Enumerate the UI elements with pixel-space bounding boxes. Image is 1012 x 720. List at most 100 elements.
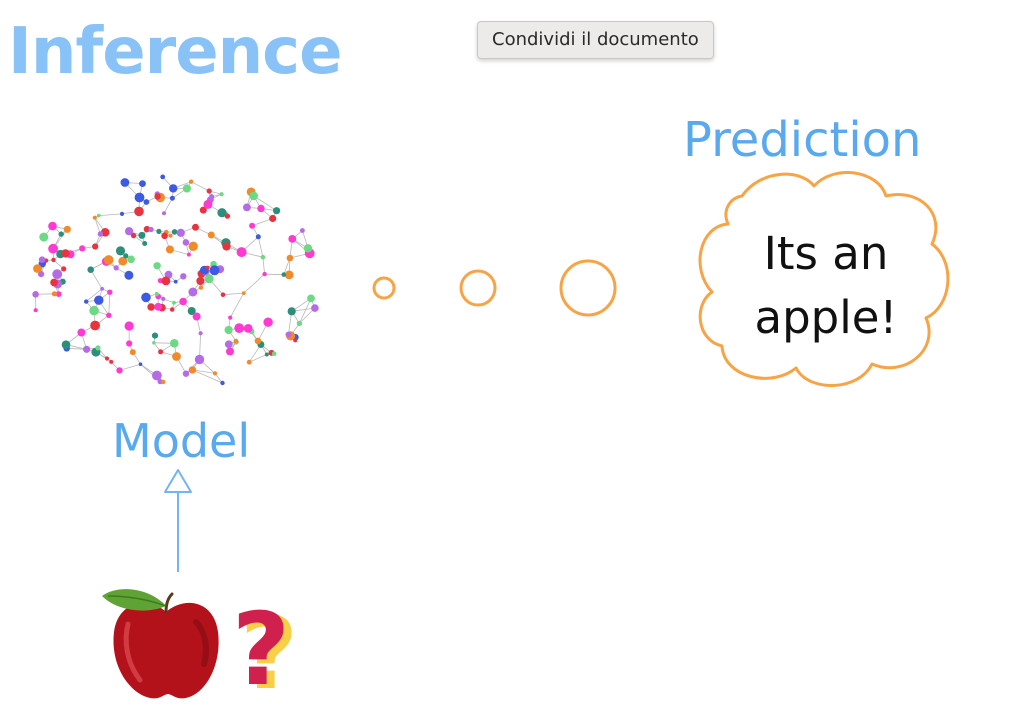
network-edge [163,198,173,214]
network-node [51,257,56,263]
network-node [241,291,246,295]
question-mark-icon: ? ? [232,591,298,712]
input-arrow-head [164,469,192,493]
network-edge [262,257,265,275]
network-node [129,349,136,356]
network-node [188,241,198,251]
question-mark: ? [232,591,290,708]
network-edge [108,292,111,316]
network-node [106,312,112,318]
network-node [172,352,181,361]
network-edge [98,213,123,216]
network-node [203,199,213,209]
model-label: Model [112,414,251,468]
network-node [162,211,166,216]
network-node [94,295,104,305]
network-node [50,278,58,287]
network-node [205,265,210,270]
network-node [303,244,313,253]
network-node [212,371,218,376]
network-node [285,331,292,338]
thought-dot-medium [459,269,497,307]
network-node [188,179,194,184]
network-node [204,274,214,284]
network-node [220,380,225,386]
network-node [125,227,134,236]
network-edge [299,298,312,324]
network-node [161,276,171,286]
network-node [116,367,123,374]
network-node [180,273,187,280]
network-node [158,349,164,355]
network-node [143,225,151,233]
network-node [169,184,178,193]
network-edge [229,292,245,318]
network-node [139,180,146,188]
network-node [154,291,159,297]
network-node [219,192,224,197]
network-node [220,292,226,298]
network-node [188,287,198,297]
network-node [33,264,42,273]
network-node [207,231,215,239]
network-node [249,191,258,201]
network-node [263,317,273,327]
network-node [161,379,166,385]
network-node [169,307,175,312]
network-edge [243,273,265,294]
network-node [142,241,148,246]
network-node [234,323,245,333]
network-edge [190,181,210,192]
network-node [32,291,39,298]
network-node [143,199,150,205]
network-node [63,225,71,233]
network-node [196,276,205,286]
network-node [182,370,190,377]
network-node [284,270,294,280]
network-node [100,286,104,291]
network-node [224,325,233,335]
network-node [152,370,162,381]
network-node [141,292,151,303]
apple-icon [102,589,219,699]
network-node [224,213,231,219]
network-node [176,228,185,237]
network-node [124,321,134,331]
slide-title: Inference [8,15,342,89]
network-node [154,193,161,200]
network-node [55,291,62,297]
network-node [257,204,265,213]
network-node [90,320,100,331]
network-node [127,255,135,264]
network-node [152,341,156,345]
network-edge [264,273,284,275]
network-node [300,228,305,233]
network-node [38,256,46,264]
network-node [255,234,261,240]
network-node [243,203,251,212]
share-document-tooltip: Condividi il documento [477,21,714,59]
network-node [269,214,277,223]
network-node [84,299,89,304]
network-node [148,226,154,233]
network-edge [248,344,262,363]
network-edge [94,217,101,235]
network-node [160,174,166,180]
network-node [186,252,191,257]
network-node [120,178,130,187]
network-node [307,294,315,303]
network-node [187,307,196,315]
network-node [217,208,227,218]
network-node [138,231,146,239]
network-node [271,351,277,357]
network-node [161,296,166,301]
network-node [39,232,49,242]
network-node [58,231,64,237]
network-edge [251,218,273,227]
network-node [118,256,128,266]
network-node [79,245,86,252]
network-node [61,340,71,350]
network-edge [90,269,103,290]
network-node [198,285,204,290]
